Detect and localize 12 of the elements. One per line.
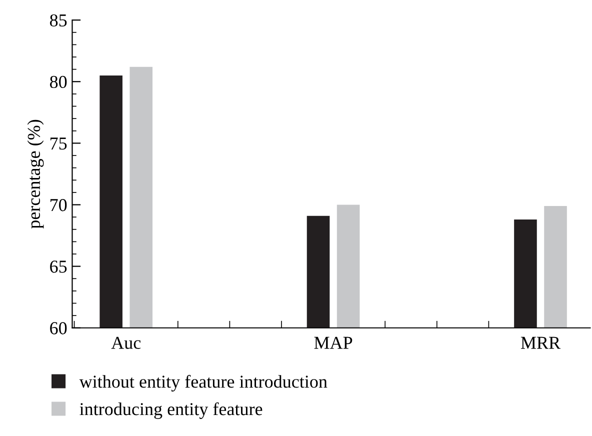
x-tick-label: Auc	[111, 336, 141, 349]
legend-label: introducing entity feature	[80, 402, 262, 419]
y-tick-label: 75	[50, 138, 67, 150]
y-tick-label: 80	[50, 76, 67, 88]
legend-label: without entity feature introduction	[79, 374, 328, 392]
y-axis-title: percentage (%)	[27, 120, 44, 229]
x-tick-label: MAP	[314, 336, 352, 349]
y-tick-label: 85	[50, 14, 67, 26]
x-tick-label: MRR	[520, 336, 561, 349]
y-tick-label: 60	[50, 322, 67, 334]
y-tick-label: 70	[50, 199, 67, 212]
y-tick-label: 65	[50, 260, 67, 273]
